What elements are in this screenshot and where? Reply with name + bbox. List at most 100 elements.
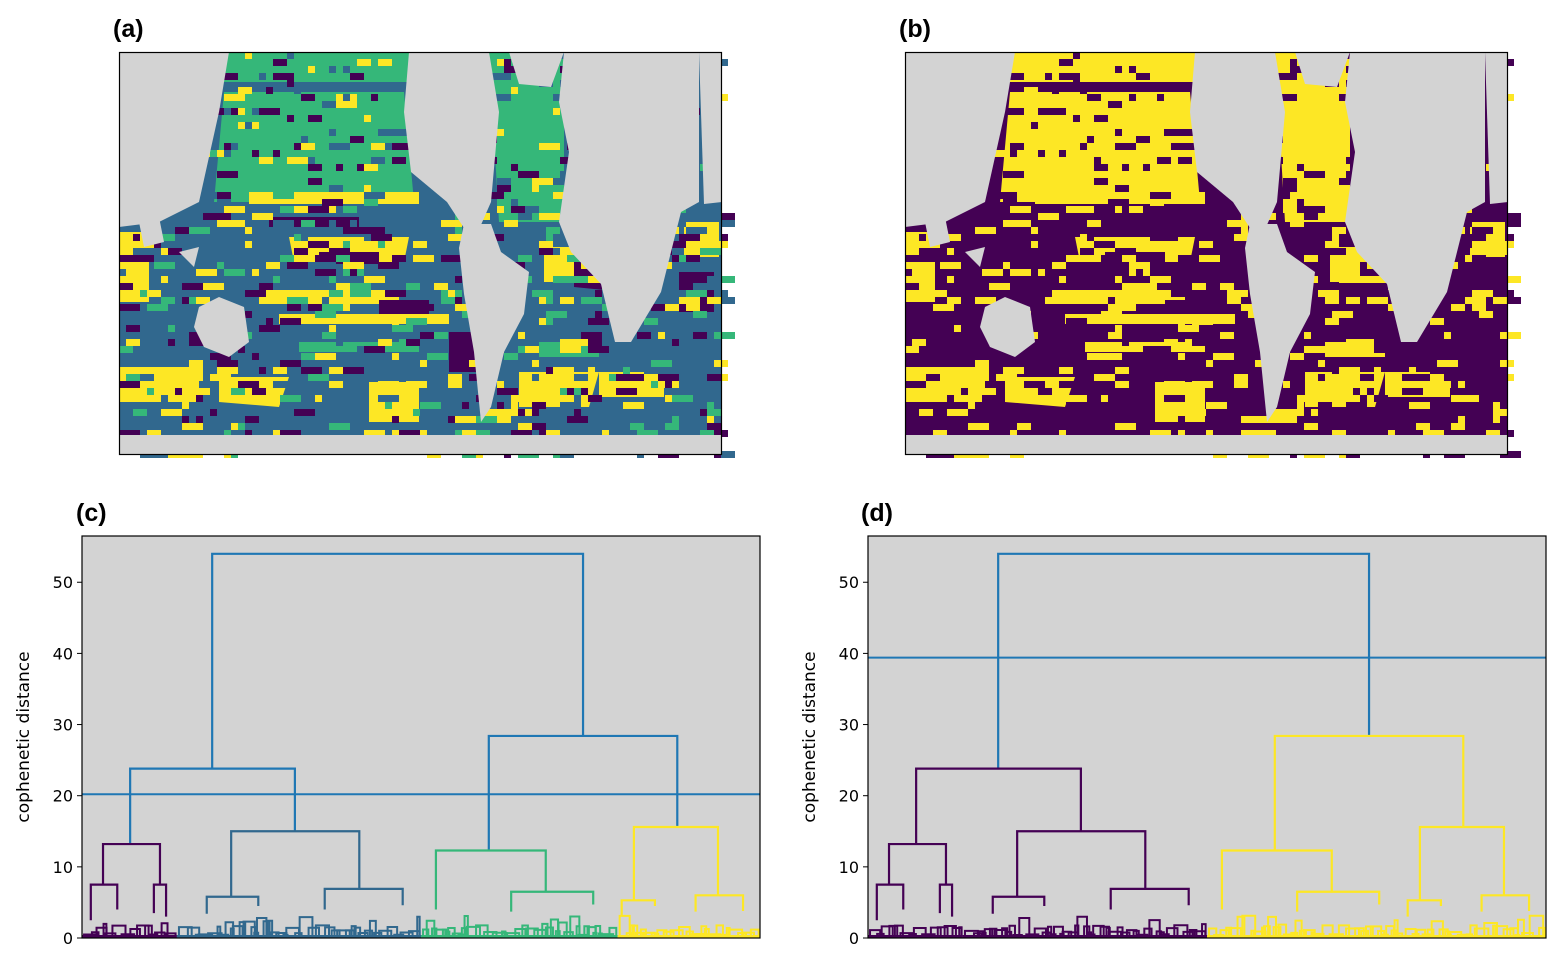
cluster-cell (357, 346, 364, 353)
cluster-cell (1332, 311, 1353, 318)
cluster-cell (539, 297, 546, 304)
dendrogram-leaf-link (678, 925, 691, 938)
cluster-cell (1276, 73, 1297, 80)
cluster-cell (196, 395, 203, 402)
cluster-cell (1094, 164, 1108, 171)
cluster-cell (378, 325, 392, 332)
cluster-cell (933, 290, 947, 297)
cluster-cell (119, 346, 133, 353)
cluster-cell (912, 325, 926, 332)
cluster-cell (1059, 304, 1073, 311)
cluster-cell (252, 108, 259, 115)
cluster-cell (940, 234, 961, 241)
cluster-cell (455, 227, 462, 234)
cluster-cell (1304, 430, 1318, 437)
cluster-cell (1297, 87, 1304, 94)
cluster-cell (1129, 66, 1136, 73)
cluster-cell (238, 423, 245, 430)
cluster-cell (588, 367, 595, 374)
cluster-cell (336, 255, 350, 262)
cluster-cell (126, 374, 147, 381)
dendrogram-leaf-link (1046, 925, 1053, 938)
cluster-cell (343, 388, 357, 395)
cluster-cell (497, 206, 504, 213)
cluster-cell (196, 227, 210, 234)
cluster-cell (1024, 108, 1031, 115)
cluster-cell (1185, 129, 1199, 136)
cluster-cell (1101, 255, 1122, 262)
cluster-cell (532, 150, 539, 157)
cluster-cell (441, 220, 462, 227)
cluster-cell (919, 409, 933, 416)
cluster-cell (364, 304, 371, 311)
cluster-cell (1122, 290, 1129, 297)
cluster-cell (273, 220, 294, 227)
cluster-cell (1437, 381, 1444, 388)
dendrogram-link (1273, 734, 1465, 851)
cluster-cell (210, 353, 231, 360)
cluster-cell (1465, 339, 1486, 346)
cluster-cell (343, 66, 350, 73)
cluster-cell (1073, 157, 1094, 164)
cluster-cell (315, 262, 336, 269)
dendrogram-leaf-link (378, 929, 393, 938)
cluster-cell (1003, 192, 1017, 199)
cluster-cell (462, 430, 476, 437)
cluster-cell (455, 297, 462, 304)
dendrogram-leaf-link (608, 926, 618, 938)
cluster-cell (1003, 213, 1017, 220)
cluster-cell (448, 283, 469, 290)
cluster-cell (350, 283, 371, 290)
cluster-cell (1472, 255, 1486, 262)
dendrogram-leaf-link (1165, 927, 1179, 938)
cluster-cell (217, 262, 224, 269)
cluster-cell (1003, 108, 1010, 115)
cluster-cell (1115, 381, 1129, 388)
cluster-cell (1066, 395, 1087, 402)
cluster-cell (518, 213, 532, 220)
land-mask (980, 297, 1035, 357)
cluster-cell (1003, 262, 1010, 269)
cluster-cell (996, 374, 1017, 381)
cluster-cell (968, 304, 975, 311)
cluster-cell (1136, 136, 1150, 143)
dendrogram-leaf-link (1272, 926, 1282, 938)
cluster-cell (1185, 227, 1192, 234)
cluster-cell (968, 283, 989, 290)
cluster-cell (1129, 206, 1143, 213)
cluster-cell (182, 367, 203, 374)
cluster-cell (926, 374, 940, 381)
cluster-cell (1136, 290, 1157, 297)
land-mask (1245, 224, 1315, 422)
dendrogram-leaf-link (963, 929, 979, 938)
cluster-cell (308, 178, 322, 185)
cluster-cell (1150, 122, 1157, 129)
cluster-cell (1171, 381, 1178, 388)
cluster-cell (392, 143, 399, 150)
cluster-cell (168, 325, 175, 332)
cluster-cell (1213, 269, 1234, 276)
dendrogram-leaf-link (1092, 924, 1105, 938)
cluster-cell (1290, 353, 1304, 360)
cluster-cell (497, 122, 511, 129)
cluster-cell (252, 388, 266, 395)
cluster-cell (1150, 283, 1157, 290)
cluster-cell (1220, 332, 1227, 339)
cluster-cell (252, 52, 273, 59)
cluster-cell (532, 374, 539, 381)
cluster-cell (413, 409, 420, 416)
cluster-cell (287, 304, 301, 311)
cluster-cell (294, 66, 301, 73)
cluster-cell (406, 381, 427, 388)
cluster-cell (1374, 395, 1388, 402)
cluster-cell (1241, 304, 1262, 311)
cluster-cell (1157, 143, 1178, 150)
cluster-cell (1318, 290, 1339, 297)
cluster-cell (679, 360, 686, 367)
dendrogram-leaf-link (144, 924, 153, 938)
y-tick-label: 10 (53, 858, 73, 877)
cluster-cell (637, 332, 651, 339)
cluster-cell (154, 353, 161, 360)
dendrogram-leaf-link (749, 928, 760, 938)
cluster-cell (686, 290, 707, 297)
